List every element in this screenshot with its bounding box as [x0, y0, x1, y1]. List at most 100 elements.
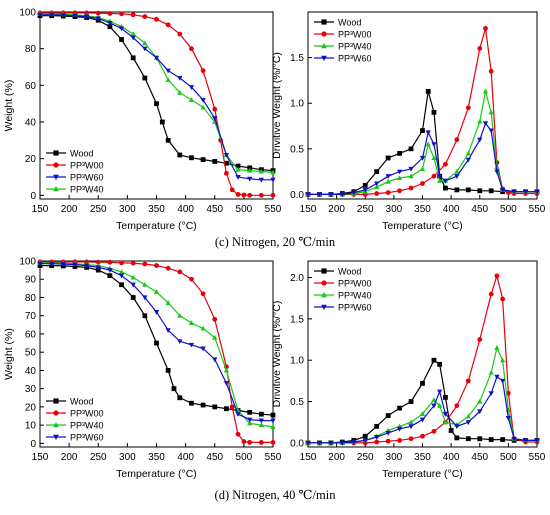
- chart-d-derivative-data-point: [339, 440, 345, 446]
- chart-d-weight-ytick-label: 100: [19, 257, 36, 268]
- chart-c-derivative-data-point: [396, 169, 403, 175]
- chart-c-derivative-ytick-label: 0.0: [290, 190, 304, 201]
- chart-d-derivative-data-point: [477, 409, 483, 415]
- chart-c-derivative-data-point: [408, 146, 414, 152]
- chart-c-derivative-data-point: [482, 88, 489, 94]
- chart-c-derivative-data-point: [396, 175, 403, 181]
- chart-d-derivative-data-point: [362, 433, 368, 439]
- chart-c-derivative-data-point: [454, 187, 460, 193]
- chart-d-derivative-data-point: [362, 438, 368, 444]
- chart-c-derivative-data-point: [431, 155, 437, 160]
- chart-d-weight-data-point: [258, 418, 264, 424]
- chart-c-derivative-data-point: [374, 191, 380, 196]
- chart-d-derivative-data-point: [374, 423, 380, 429]
- chart-d-derivative-data-point: [477, 436, 483, 442]
- chart-c-weight-data-point: [165, 22, 171, 28]
- chart-d-derivative-data-point: [454, 424, 460, 430]
- chart-c-derivative-data-point: [454, 137, 460, 143]
- chart-c-derivative-ylabel: Drivitive Weight (%/°C): [271, 52, 283, 159]
- chart-c-weight-data-point: [142, 14, 148, 19]
- chart-d-derivative-data-point: [397, 437, 402, 443]
- chart-c-derivative-data-point: [437, 174, 443, 179]
- chart-c-derivative-data-point: [425, 141, 431, 147]
- chart-c-derivative-data-point: [374, 184, 380, 190]
- chart-d-derivative-data-point: [437, 389, 443, 395]
- chart-c-weight-data-point: [72, 13, 78, 19]
- chart-c-derivative-data-point: [442, 178, 449, 184]
- chart-d-weight-ytick-label: 60: [25, 329, 37, 340]
- chart-d-weight-xtick-label: 200: [61, 452, 78, 463]
- chart-d-weight-data-point: [212, 357, 218, 363]
- chart-c-weight-xtick-label: 500: [236, 204, 253, 215]
- chart-d-weight-xtick-label: 450: [206, 452, 223, 463]
- chart-d-weight-data-point: [130, 295, 136, 300]
- chart-d-weight-ytick-label: 0: [30, 439, 36, 450]
- chart-c-weight-data-point: [142, 75, 148, 81]
- chart-d-weight-ytick-label: 50: [25, 348, 37, 359]
- chart-d-derivative-data-point: [465, 413, 471, 419]
- caption-d-letter: (d): [214, 488, 230, 502]
- chart-c-weight-data-point: [270, 192, 276, 198]
- chart-c-derivative-data-point: [316, 192, 323, 198]
- chart-c-weight-legend-marker: [53, 162, 59, 168]
- chart-d-derivative-data-point: [442, 419, 449, 425]
- chart-c-weight-data-point: [142, 46, 148, 52]
- chart-c-derivative-data-point: [362, 182, 368, 188]
- chart-c-weight-data-point: [212, 116, 218, 122]
- chart-c-weight-data-point: [258, 177, 264, 183]
- chart-c-weight-xtick-label: 300: [119, 204, 136, 215]
- chart-d-weight-legend-marker: [53, 410, 59, 416]
- chart-d-derivative-legend-label: PP³W60: [338, 303, 372, 313]
- chart-d-derivative-data-point: [385, 438, 391, 444]
- chart-d-weight-data-point: [223, 381, 230, 386]
- chart-d-derivative-ytick-label: 1.0: [290, 356, 304, 367]
- chart-c-derivative-legend-marker: [321, 43, 327, 49]
- chart-d-derivative-data-point: [511, 436, 517, 442]
- chart-d-weight-data-point: [247, 440, 253, 445]
- chart-c-derivative-data-point: [465, 157, 471, 163]
- chart-d-derivative-data-point: [454, 403, 460, 409]
- chart-d-derivative-ytick-label: 1.5: [290, 314, 304, 325]
- chart-c-derivative-data-point: [339, 192, 345, 198]
- chart-c-derivative: 150 200 250 300 350 400 450 500 550 0.0 0.5 1.0 1.5 T…: [271, 11, 546, 232]
- chart-d-derivative-data-point: [488, 369, 494, 375]
- chart-c-derivative-data-point: [351, 190, 357, 196]
- chart-c-derivative-data-point: [385, 155, 391, 161]
- chart-c-weight-ytick-label: 100: [19, 8, 36, 19]
- chart-c-derivative-xtick-label: 250: [357, 204, 374, 215]
- chart-c-derivative-data-point: [454, 168, 460, 174]
- chart-c-derivative-ytick-label: 1.0: [290, 99, 304, 110]
- chart-d-derivative-data-point: [305, 440, 311, 446]
- chart-d-weight-data-point: [154, 263, 159, 268]
- chart-d-weight-data-point: [229, 404, 235, 410]
- chart-c-derivative-data-point: [488, 128, 494, 134]
- chart-d-weight-ytick-label: 90: [25, 275, 37, 286]
- chart-d-derivative-ytick-label: 0.5: [290, 397, 304, 408]
- chart-c-weight-data-point: [235, 174, 241, 180]
- chart-d-weight-data-point: [142, 313, 148, 319]
- chart-d-derivative-data-point: [500, 296, 506, 302]
- chart-c-weight-data-point: [119, 11, 124, 17]
- chart-c-derivative-data-point: [534, 189, 540, 195]
- chart-c-weight-xtick-label: 550: [265, 204, 282, 215]
- chart-d-weight-data-point: [189, 400, 194, 406]
- chart-c-derivative-data-point: [454, 174, 460, 179]
- chart-c-derivative-legend-label: PP³W60: [338, 54, 372, 64]
- chart-d-derivative-legend-marker: [321, 280, 327, 286]
- chart-c-derivative-data-point: [431, 109, 437, 115]
- chart-c-derivative-data-point: [408, 166, 414, 172]
- chart-d-weight-ytick-label: 80: [25, 293, 37, 304]
- chart-c-derivative-data-point: [465, 105, 471, 111]
- chart-c-derivative-data-point: [420, 128, 425, 133]
- chart-d-weight-data-point: [200, 325, 206, 331]
- chart-d-weight-data-point: [270, 424, 276, 429]
- chart-c-weight-data-point: [130, 55, 136, 61]
- chart-c-weight-data-point: [107, 20, 113, 26]
- chart-d-derivative-legend-label: Wood: [338, 267, 361, 277]
- chart-c-derivative-data-point: [488, 68, 494, 74]
- chart-d-weight-data-point: [270, 418, 276, 424]
- chart-d-weight-ylabel: Weight (%): [3, 328, 15, 380]
- caption-d-text: Nitrogen, 40 ℃/min: [232, 488, 336, 502]
- chart-d-derivative-xlabel: Temperature (°C): [382, 468, 463, 480]
